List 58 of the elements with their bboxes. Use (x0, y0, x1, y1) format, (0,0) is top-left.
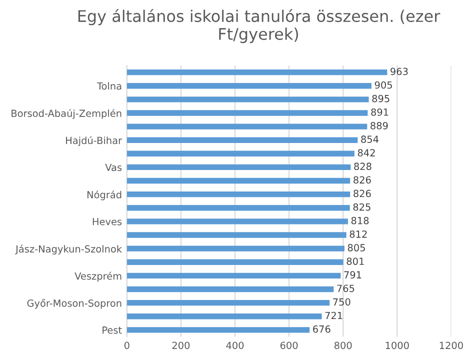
data-label: 963 (390, 68, 408, 76)
data-label: 805 (348, 244, 365, 252)
bar (126, 69, 388, 76)
bar (126, 218, 348, 224)
y-tick-label: Győr-Moson-Sopron (27, 298, 122, 309)
data-label: 895 (372, 94, 390, 102)
bar (126, 246, 344, 252)
bar (126, 232, 346, 238)
data-label: 842 (358, 149, 375, 156)
data-label: 828 (354, 162, 372, 170)
y-tick-label: Jász-Nagykun-Szolnok (15, 244, 122, 254)
data-label: 801 (346, 258, 364, 265)
y-tick-label: Nógrád (87, 190, 122, 200)
bar (126, 110, 368, 116)
y-tick-label: Vas (105, 164, 122, 172)
y-tick-label: Veszprém (74, 272, 122, 282)
bar (126, 314, 322, 320)
data-label: 721 (325, 312, 342, 320)
bar (126, 178, 350, 184)
x-tick-label: 800 (334, 342, 352, 350)
bar (126, 205, 350, 211)
y-tick-label: Hajdú-Bihar (66, 136, 122, 146)
bar (126, 83, 372, 89)
bar (126, 96, 369, 102)
data-label: 891 (371, 108, 388, 116)
data-label: 826 (354, 190, 371, 198)
y-tick-label: Heves (92, 218, 122, 226)
data-label: 750 (333, 298, 350, 306)
x-tick-label: 1000 (386, 342, 409, 350)
x-tick-label: 400 (226, 342, 244, 350)
bar (126, 272, 341, 279)
data-label: 812 (350, 230, 367, 238)
data-label: 765 (337, 284, 354, 292)
y-tick-label: Pest (102, 326, 122, 334)
bar (126, 150, 354, 156)
y-tick-label: Borsod-Abaúj-Zemplén (12, 109, 122, 119)
data-label: 854 (361, 136, 378, 143)
x-tick-label: 600 (280, 342, 298, 350)
bar (126, 164, 351, 170)
x-tick-label: 200 (172, 342, 190, 350)
bar (126, 327, 310, 333)
bar (126, 300, 330, 306)
bar (126, 191, 350, 198)
data-label: 818 (351, 216, 369, 224)
x-tick-label: 0 (124, 342, 130, 350)
bar (126, 259, 344, 265)
data-label: 889 (370, 122, 388, 130)
x-tick-label: 1200 (440, 342, 463, 350)
data-label: 826 (354, 176, 371, 184)
data-label: 825 (353, 203, 370, 211)
y-tick-label: Tolna (96, 82, 122, 90)
data-label: 905 (374, 81, 392, 89)
bar (126, 286, 334, 292)
bar (126, 124, 368, 130)
data-label: 791 (344, 271, 362, 279)
data-label: 676 (313, 325, 330, 333)
chart-title: Egy általános iskolai tanulóra összesen. (ezer Ft/gyerek) (78, 9, 440, 44)
bar (126, 137, 358, 143)
